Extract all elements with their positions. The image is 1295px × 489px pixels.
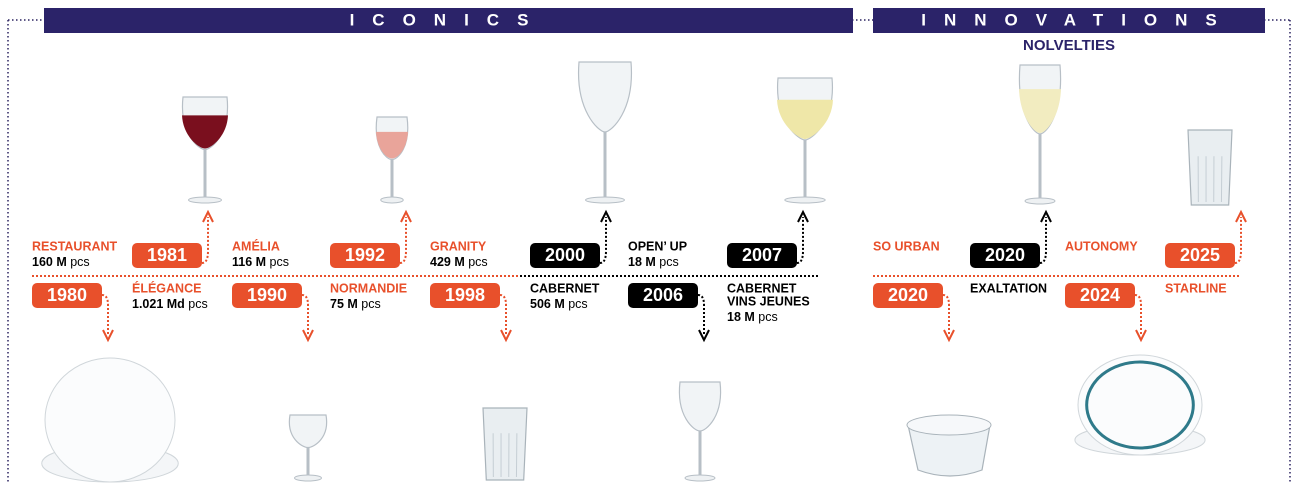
wine (1019, 89, 1061, 133)
arrow (797, 217, 803, 263)
wine (376, 132, 408, 159)
item-name: CABERNET (727, 281, 797, 295)
timeline: ICONICS INNOVATIONS NOLVELTIES 1980 RESTA… (0, 0, 1295, 484)
item-name: CABERNET (530, 281, 600, 295)
qty: 116 M (232, 255, 266, 269)
arrow (698, 295, 704, 335)
glass-foot (685, 475, 715, 481)
unit: pcs (70, 255, 89, 269)
year: 2007 (742, 245, 782, 265)
arrow (1135, 295, 1141, 335)
item-name: NORMANDIE (330, 281, 407, 295)
qty: 160 M (32, 255, 67, 269)
item-qty: 1.021 Md pcs (132, 297, 208, 311)
item-qty: 506 M pcs (530, 297, 588, 311)
item-qty: 116 M pcs (232, 255, 289, 269)
glass-foot (381, 197, 404, 203)
unit: pcs (659, 255, 678, 269)
year: 1981 (147, 245, 187, 265)
tumbler (1188, 130, 1232, 205)
item-qty: 160 M pcs (32, 255, 90, 269)
arrow-head (699, 330, 709, 340)
arrow (600, 217, 606, 263)
novelties-title: NOLVELTIES (1023, 37, 1115, 54)
year: 1998 (445, 285, 485, 305)
item-name: GRANITY (430, 239, 487, 253)
item-name: ÉLÉGANCE (132, 280, 201, 295)
arrow-head (103, 330, 113, 340)
year: 2020 (985, 245, 1025, 265)
glass-foot (1025, 198, 1055, 204)
item-name: VINS JEUNES (727, 294, 810, 308)
item-name: AMÉLIA (232, 238, 280, 253)
glass-foot (586, 197, 625, 203)
qty: 18 M (727, 310, 755, 324)
item-name: OPEN’ UP (628, 239, 687, 253)
qty: 506 M (530, 297, 565, 311)
arrow (400, 217, 406, 263)
year: 1990 (247, 285, 287, 305)
item-name: RESTAURANT (32, 239, 118, 253)
item-name: EXALTATION (970, 281, 1047, 295)
innovations-title: INNOVATIONS (921, 10, 1235, 29)
year: 1980 (47, 285, 87, 305)
arrow (102, 295, 108, 335)
plate (45, 358, 175, 482)
unit: pcs (361, 297, 380, 311)
glass-bowl (289, 415, 326, 448)
arrow-head (303, 330, 313, 340)
item-qty: 429 M pcs (430, 255, 488, 269)
year: 2000 (545, 245, 585, 265)
unit: pcs (468, 255, 487, 269)
item-qty: 18 M pcs (628, 255, 679, 269)
plate (1078, 355, 1202, 455)
bowl-lid (907, 415, 991, 435)
tumbler (483, 408, 527, 480)
arrow-head (944, 330, 954, 340)
year: 2020 (888, 285, 928, 305)
item-name: SO URBAN (873, 239, 940, 253)
glass-foot (785, 197, 826, 203)
glass-foot (189, 197, 222, 203)
arrow-head (501, 330, 511, 340)
qty: 1.021 Md (132, 297, 185, 311)
arrow (1235, 217, 1241, 263)
arrow-head (1136, 330, 1146, 340)
iconics-title: ICONICS (350, 10, 547, 29)
item-name: STARLINE (1165, 281, 1227, 295)
unit: pcs (758, 310, 777, 324)
arrow (1040, 217, 1046, 263)
year: 2025 (1180, 245, 1220, 265)
arrow (943, 295, 949, 335)
year: 2006 (643, 285, 683, 305)
wine (182, 115, 228, 148)
arrow (302, 295, 308, 335)
year: 2024 (1080, 285, 1120, 305)
arrow (500, 295, 506, 335)
qty: 75 M (330, 297, 358, 311)
glass-foot (295, 475, 322, 481)
item-qty: 75 M pcs (330, 297, 381, 311)
unit: pcs (568, 297, 587, 311)
qty: 429 M (430, 255, 465, 269)
arrow (202, 217, 208, 263)
unit: pcs (270, 255, 289, 269)
qty: 18 M (628, 255, 656, 269)
unit: pcs (188, 297, 207, 311)
glass-bowl (679, 382, 720, 431)
item-name: AUTONOMY (1065, 239, 1138, 253)
glass-bowl (579, 62, 632, 132)
year: 1992 (345, 245, 385, 265)
wine (777, 100, 833, 139)
item-qty: 18 M pcs (727, 310, 778, 324)
